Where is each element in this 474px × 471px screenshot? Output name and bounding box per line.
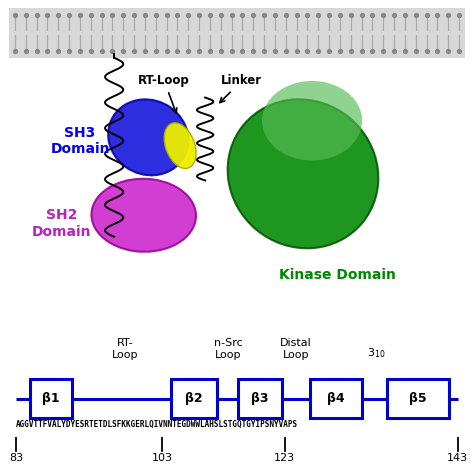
FancyBboxPatch shape: [238, 379, 282, 418]
Text: 143: 143: [447, 453, 468, 463]
Text: β4: β4: [327, 392, 345, 405]
Text: 3$_{10}$: 3$_{10}$: [366, 346, 385, 360]
Text: β3: β3: [251, 392, 268, 405]
Text: Kinase Domain: Kinase Domain: [279, 268, 395, 282]
Text: β5: β5: [409, 392, 427, 405]
Bar: [9, 8, 465, 58]
Ellipse shape: [228, 99, 378, 248]
Text: RT-Loop: RT-Loop: [138, 74, 190, 113]
Text: 83: 83: [9, 453, 23, 463]
Text: SH3
Domain: SH3 Domain: [50, 126, 110, 156]
Ellipse shape: [164, 123, 196, 169]
FancyBboxPatch shape: [387, 379, 448, 418]
FancyBboxPatch shape: [310, 379, 362, 418]
Text: SH2
Domain: SH2 Domain: [32, 209, 91, 239]
Text: RT-
Loop: RT- Loop: [112, 338, 139, 360]
FancyBboxPatch shape: [30, 379, 72, 418]
Text: AGGVTTFVALYDYESRTETDLSFKKGERLQIVNNTEGDWWLAHSLSTGQTGYIPSNYVAPS: AGGVTTFVALYDYESRTETDLSFKKGERLQIVNNTEGDWW…: [16, 420, 299, 429]
FancyBboxPatch shape: [171, 379, 217, 418]
Ellipse shape: [262, 81, 362, 161]
Ellipse shape: [108, 99, 188, 175]
Text: β2: β2: [185, 392, 202, 405]
Text: β1: β1: [42, 392, 60, 405]
Text: n-Src
Loop: n-Src Loop: [213, 338, 242, 360]
Ellipse shape: [91, 179, 196, 252]
Text: Linker: Linker: [220, 74, 262, 103]
Text: 123: 123: [274, 453, 295, 463]
Text: Distal
Loop: Distal Loop: [280, 338, 312, 360]
Text: 103: 103: [151, 453, 173, 463]
